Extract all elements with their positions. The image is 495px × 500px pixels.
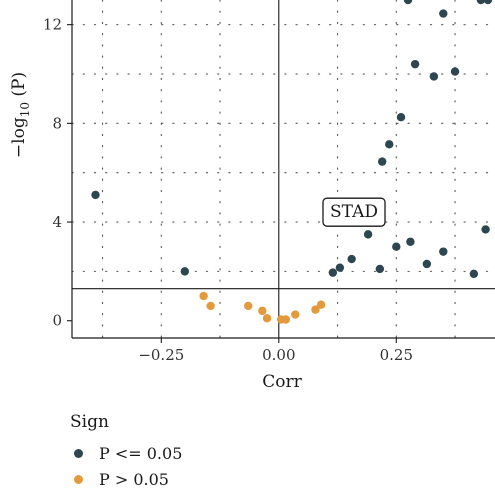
point-significant (392, 242, 401, 251)
legend-label-significant: P <= 0.05 (99, 443, 183, 463)
annotation: STAD (322, 197, 386, 227)
y-axis-title-subscript: 10 (18, 102, 32, 117)
point-significant (91, 190, 100, 200)
annotation-label: STAD (330, 202, 378, 222)
point-nonsignificant (291, 310, 300, 319)
point-significant (429, 72, 439, 81)
y-tick-label: 8 (52, 114, 62, 132)
reference-lines (72, 0, 495, 338)
point-significant (439, 247, 448, 256)
tick-labels: −0.25 0.00 0.25 0 4 8 12 (43, 16, 413, 364)
legend: Sign P <= 0.05 P > 0.05 (70, 412, 182, 492)
point-nonsignificant (199, 291, 208, 301)
point-nonsignificant (281, 315, 291, 324)
y-tick-label: 4 (52, 213, 62, 231)
legend-label-nonsignificant: P > 0.05 (99, 469, 169, 489)
point-nonsignificant (244, 301, 253, 311)
y-axis-title-tail: (P) (9, 72, 29, 102)
point-significant (347, 254, 356, 264)
y-axis-title-main: −log (9, 117, 29, 158)
point-significant (450, 67, 460, 76)
axes (67, 0, 495, 343)
annotation-box (322, 197, 386, 227)
x-tick-label: 0.00 (262, 346, 295, 364)
data-points (91, 0, 493, 324)
legend-dot-nonsignificant (74, 474, 83, 484)
point-significant (483, 0, 493, 5)
point-significant (410, 59, 420, 69)
legend-dot-significant (74, 448, 83, 458)
point-significant (396, 112, 406, 122)
point-significant (328, 268, 338, 277)
point-significant (180, 267, 189, 276)
point-nonsignificant (316, 300, 326, 309)
point-nonsignificant (258, 306, 267, 316)
x-axis-title: Corr (262, 372, 302, 392)
y-tick-label: 12 (43, 16, 62, 34)
point-significant (403, 0, 413, 5)
point-significant (385, 140, 394, 149)
point-nonsignificant (206, 301, 215, 311)
point-significant (335, 263, 345, 272)
point-nonsignificant (262, 314, 272, 323)
legend-title: Sign (70, 412, 109, 432)
point-nonsignificant (311, 305, 320, 314)
point-significant (481, 225, 490, 234)
point-significant (439, 9, 448, 18)
point-significant (375, 264, 385, 274)
legend-item-significant: P <= 0.05 (70, 440, 182, 466)
point-significant (476, 0, 486, 5)
point-significant (363, 230, 373, 239)
x-tick-label: 0.25 (380, 346, 413, 364)
point-significant (378, 157, 387, 166)
grid-layer (71, 0, 495, 339)
x-tick-label: −0.25 (138, 346, 184, 364)
point-significant (469, 269, 479, 279)
point-significant (422, 259, 432, 269)
point-significant (406, 237, 415, 246)
y-tick-label: 0 (52, 312, 62, 330)
legend-item-nonsignificant: P > 0.05 (70, 466, 182, 492)
y-axis-title: −log10 (P) (9, 72, 32, 158)
